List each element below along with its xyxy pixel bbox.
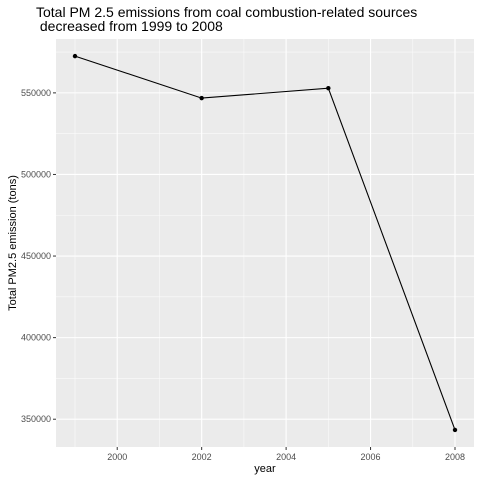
- x-axis-title: year: [254, 463, 276, 475]
- plot-panel: [56, 39, 474, 447]
- chart-title-line-2: decreased from 1999 to 2008: [36, 18, 223, 34]
- series-line: [74, 55, 456, 431]
- chart-title-line-1: Total PM 2.5 emissions from coal combust…: [36, 4, 417, 20]
- x-tick-label: 2002: [192, 452, 212, 462]
- major-gridlines: [56, 39, 474, 447]
- y-tick-label: 500000: [21, 169, 51, 179]
- y-axis: 350000 400000 450000 500000 550000: [21, 88, 56, 424]
- data-point: [72, 53, 78, 59]
- data-point: [326, 85, 331, 91]
- data-point: [452, 427, 458, 433]
- series-layer: [72, 53, 458, 433]
- x-axis: 2000 2002 2004 2006 2008: [107, 447, 465, 462]
- x-tick-label: 2006: [361, 452, 381, 462]
- minor-gridlines: [56, 39, 474, 447]
- y-tick-label: 450000: [21, 251, 51, 261]
- x-tick-label: 2000: [107, 452, 127, 462]
- y-axis-title: Total PM2.5 emission (tons): [7, 175, 19, 311]
- data-point: [199, 95, 204, 101]
- x-tick-label: 2008: [445, 452, 465, 462]
- y-tick-label: 400000: [21, 333, 51, 343]
- y-tick-label: 350000: [21, 414, 51, 424]
- y-tick-label: 550000: [21, 88, 51, 98]
- x-tick-label: 2004: [276, 452, 296, 462]
